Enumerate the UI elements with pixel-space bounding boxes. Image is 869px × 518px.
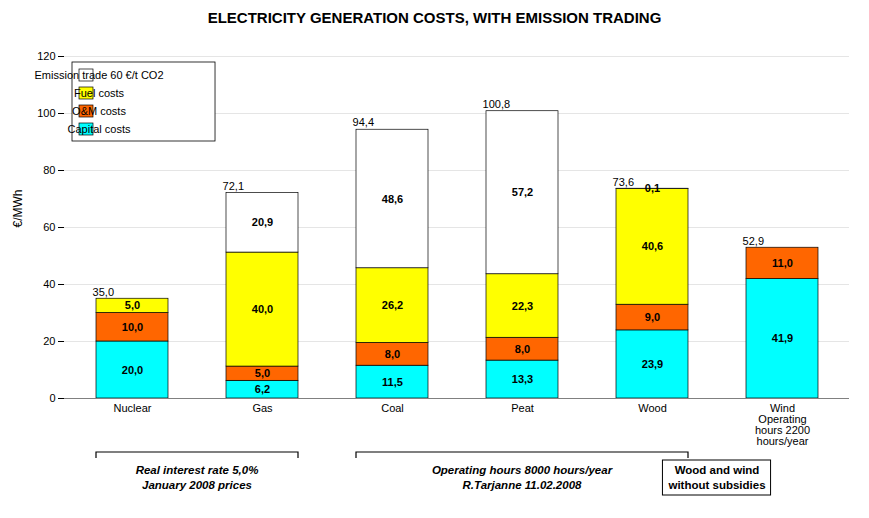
svg-text:20,0: 20,0 [122,364,143,376]
svg-text:0,1: 0,1 [645,182,660,194]
svg-text:20,9: 20,9 [252,216,273,228]
svg-text:Fuel costs: Fuel costs [74,87,125,99]
svg-text:22,3: 22,3 [512,300,533,312]
svg-text:Capital costs: Capital costs [68,123,131,135]
svg-text:9,0: 9,0 [645,311,660,323]
svg-text:5,0: 5,0 [255,367,270,379]
svg-text:6,2: 6,2 [255,383,270,395]
svg-text:€/MWh: €/MWh [11,189,25,227]
svg-text:13,3: 13,3 [512,373,533,385]
svg-text:60: 60 [43,221,55,233]
svg-text:WindOperatinghours 2200hours/y: WindOperatinghours 2200hours/year [755,402,810,447]
svg-text:Nuclear: Nuclear [114,402,152,414]
svg-text:Operating hours 8000 hours/yea: Operating hours 8000 hours/year [432,464,613,476]
svg-text:without subsidies: without subsidies [667,479,765,491]
svg-text:52,9: 52,9 [743,235,764,247]
svg-text:Emission trade 60 €/t CO2: Emission trade 60 €/t CO2 [34,69,163,81]
svg-text:23,9: 23,9 [642,358,663,370]
svg-text:35,0: 35,0 [93,286,114,298]
svg-text:94,4: 94,4 [353,116,374,128]
svg-text:73,6: 73,6 [613,176,634,188]
svg-text:Gas: Gas [252,402,273,414]
svg-text:26,2: 26,2 [382,299,403,311]
svg-text:100: 100 [37,107,55,119]
svg-text:100,8: 100,8 [483,98,511,110]
html-text:ELECTRICITY GENERATION COSTS,: ELECTRICITY GENERATION COSTS, WITH EMISS… [207,9,662,26]
svg-text:8,0: 8,0 [385,348,400,360]
svg-text:40: 40 [43,278,55,290]
svg-text:O&M costs: O&M costs [72,105,126,117]
svg-text:Wood: Wood [638,402,667,414]
svg-text:80: 80 [43,164,55,176]
svg-text:0: 0 [49,392,55,404]
svg-text:Real interest rate 5,0%: Real interest rate 5,0% [136,464,259,476]
svg-text:57,2: 57,2 [512,186,533,198]
svg-text:48,6: 48,6 [382,193,403,205]
svg-text:11,0: 11,0 [772,257,793,269]
svg-text:40,0: 40,0 [252,303,273,315]
svg-text:41,9: 41,9 [772,332,793,344]
svg-text:5,0: 5,0 [125,299,140,311]
svg-text:11,5: 11,5 [382,376,403,388]
svg-text:20: 20 [43,335,55,347]
svg-text:120: 120 [37,50,55,62]
svg-text:10,0: 10,0 [122,321,143,333]
svg-text:R.Tarjanne 11.02.2008: R.Tarjanne 11.02.2008 [463,479,583,491]
svg-text:Coal: Coal [381,402,404,414]
svg-text:72,1: 72,1 [223,180,244,192]
svg-text:40,6: 40,6 [642,240,663,252]
svg-text:8,0: 8,0 [515,343,530,355]
svg-text:January 2008 prices: January 2008 prices [142,479,252,491]
svg-text:Peat: Peat [511,402,534,414]
svg-text:Wood and wind: Wood and wind [675,464,760,476]
